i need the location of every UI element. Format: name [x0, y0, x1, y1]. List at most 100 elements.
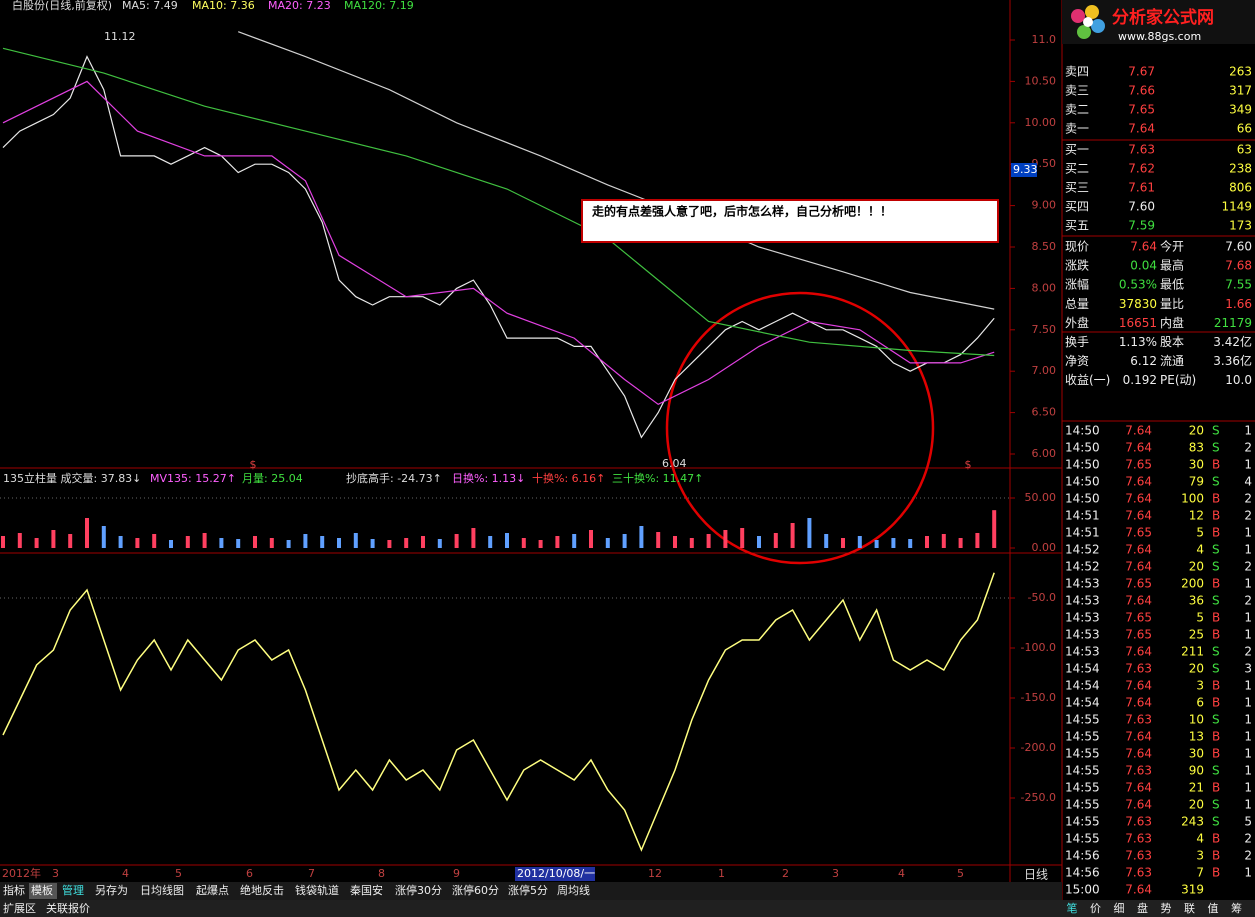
- highlight-circle: [665, 291, 935, 565]
- book-label: 卖一: [1065, 122, 1089, 136]
- volume-bar: [622, 534, 627, 548]
- stat-label: 净资: [1065, 354, 1089, 368]
- trade-time: 14:53: [1065, 577, 1100, 591]
- side-tab[interactable]: 筹: [1231, 901, 1242, 915]
- trade-volume: 13: [1189, 730, 1204, 744]
- toolbar-tab[interactable]: 周均线: [557, 883, 590, 897]
- trade-volume: 20: [1189, 798, 1204, 812]
- volume-bar: [790, 523, 795, 548]
- volume-bar: [992, 510, 997, 548]
- toolbar-tab[interactable]: 起爆点: [196, 883, 229, 897]
- date-label: 5: [175, 867, 182, 880]
- book-volume: 263: [1229, 65, 1252, 79]
- y-tick-label: 8.00: [1032, 281, 1057, 294]
- toolbar-tab[interactable]: 日均线图: [140, 883, 184, 897]
- book-price: 7.61: [1128, 181, 1155, 195]
- volume-bar: [135, 538, 140, 548]
- marker: $: [250, 458, 257, 471]
- side-tab[interactable]: 值: [1208, 902, 1219, 915]
- y-tick-label: 50.00: [1025, 491, 1057, 504]
- trade-volume: 3: [1196, 849, 1204, 863]
- toolbar-tab[interactable]: 涨停5分: [508, 883, 548, 897]
- trade-count: 2: [1244, 645, 1252, 659]
- toolbar-tab[interactable]: 另存为: [95, 883, 128, 897]
- price-line: [2, 55, 995, 439]
- side-tab[interactable]: 势: [1161, 902, 1172, 915]
- volume-bar: [891, 538, 896, 548]
- volume-bar: [740, 528, 745, 548]
- date-label: 6: [246, 867, 253, 880]
- toolbar-tab[interactable]: 管理: [62, 883, 84, 897]
- book-volume: 173: [1229, 219, 1252, 233]
- trade-time: 14:53: [1065, 611, 1100, 625]
- volume-header: 十换%: 6.16↑: [532, 471, 605, 485]
- volume-bar: [118, 536, 123, 548]
- volume-bar: [857, 536, 862, 548]
- price-line: [237, 31, 995, 310]
- date-label: 2012年: [2, 866, 41, 880]
- volume-bar: [421, 536, 425, 548]
- bottom-tab[interactable]: 扩展区: [3, 901, 36, 915]
- book-label: 卖四: [1065, 65, 1089, 79]
- trade-volume: 6: [1196, 696, 1204, 710]
- trade-time: 14:51: [1065, 526, 1100, 540]
- y-tick-label: 7.00: [1032, 364, 1057, 377]
- book-volume: 63: [1237, 143, 1252, 157]
- volume-bar: [185, 536, 190, 548]
- book-price: 7.63: [1128, 143, 1155, 157]
- volume-bar: [353, 533, 358, 548]
- trade-count: 5: [1244, 815, 1252, 829]
- trade-price: 7.64: [1125, 679, 1152, 693]
- trade-side: B: [1212, 866, 1220, 880]
- toolbar-tab[interactable]: 涨停60分: [452, 883, 499, 897]
- toolbar-tab[interactable]: 钱袋轨道: [295, 883, 339, 897]
- volume-bar: [370, 539, 375, 548]
- side-tab[interactable]: 盘: [1137, 901, 1148, 915]
- toolbar-tab[interactable]: 绝地反击: [240, 883, 284, 897]
- stat-value: 0.04: [1130, 259, 1157, 273]
- trade-price: 7.65: [1125, 577, 1152, 591]
- side-tab[interactable]: 细: [1114, 902, 1125, 915]
- plot-area: [1, 31, 997, 852]
- toolbar-tab[interactable]: 模板: [31, 883, 53, 897]
- trade-time: 14:55: [1065, 713, 1100, 727]
- trade-count: 2: [1244, 849, 1252, 863]
- trade-price: 7.64: [1125, 441, 1152, 455]
- trade-price: 7.65: [1125, 628, 1152, 642]
- y-tick-label: -50.0: [1028, 591, 1056, 604]
- side-tab[interactable]: 笔: [1067, 901, 1078, 915]
- y-tick-label: 6.50: [1032, 406, 1057, 419]
- trade-side: B: [1212, 509, 1220, 523]
- volume-bar: [219, 538, 224, 548]
- callout-text: 走的有点差强人意了吧，后市怎么样，自己分析吧！！！: [592, 204, 892, 219]
- toolbar-tab[interactable]: 指标: [3, 883, 25, 897]
- header-item: MA20: 7.23: [268, 0, 331, 12]
- bottom-tab[interactable]: 关联报价: [46, 901, 90, 915]
- book-price: 7.67: [1128, 65, 1155, 79]
- trade-price: 7.64: [1125, 543, 1152, 557]
- side-tab[interactable]: 联: [1184, 902, 1195, 915]
- stat-value: 0.192: [1123, 373, 1157, 387]
- trade-side: S: [1212, 645, 1220, 659]
- stat-value: 21179: [1214, 316, 1252, 330]
- stat-label: 流通: [1160, 354, 1184, 368]
- trade-side: S: [1212, 475, 1220, 489]
- side-tab[interactable]: 价: [1090, 902, 1101, 915]
- trade-price: 7.65: [1125, 526, 1152, 540]
- trade-volume: 100: [1181, 492, 1204, 506]
- toolbar-tab[interactable]: 涨停30分: [395, 883, 442, 897]
- stat-value: 7.64: [1130, 240, 1157, 254]
- logo-flower: [1071, 5, 1105, 39]
- trade-count: 1: [1244, 679, 1252, 693]
- volume-bar: [51, 530, 56, 548]
- toolbar-tab[interactable]: 秦国安: [350, 883, 383, 897]
- trade-side: B: [1212, 696, 1220, 710]
- trade-count: 2: [1244, 594, 1252, 608]
- stat-value: 3.36亿: [1213, 353, 1252, 368]
- trade-volume: 4: [1196, 543, 1204, 557]
- volume-bar: [723, 530, 728, 548]
- volume-bar: [269, 538, 274, 548]
- trade-count: 1: [1244, 747, 1252, 761]
- trade-time: 14:50: [1065, 475, 1100, 489]
